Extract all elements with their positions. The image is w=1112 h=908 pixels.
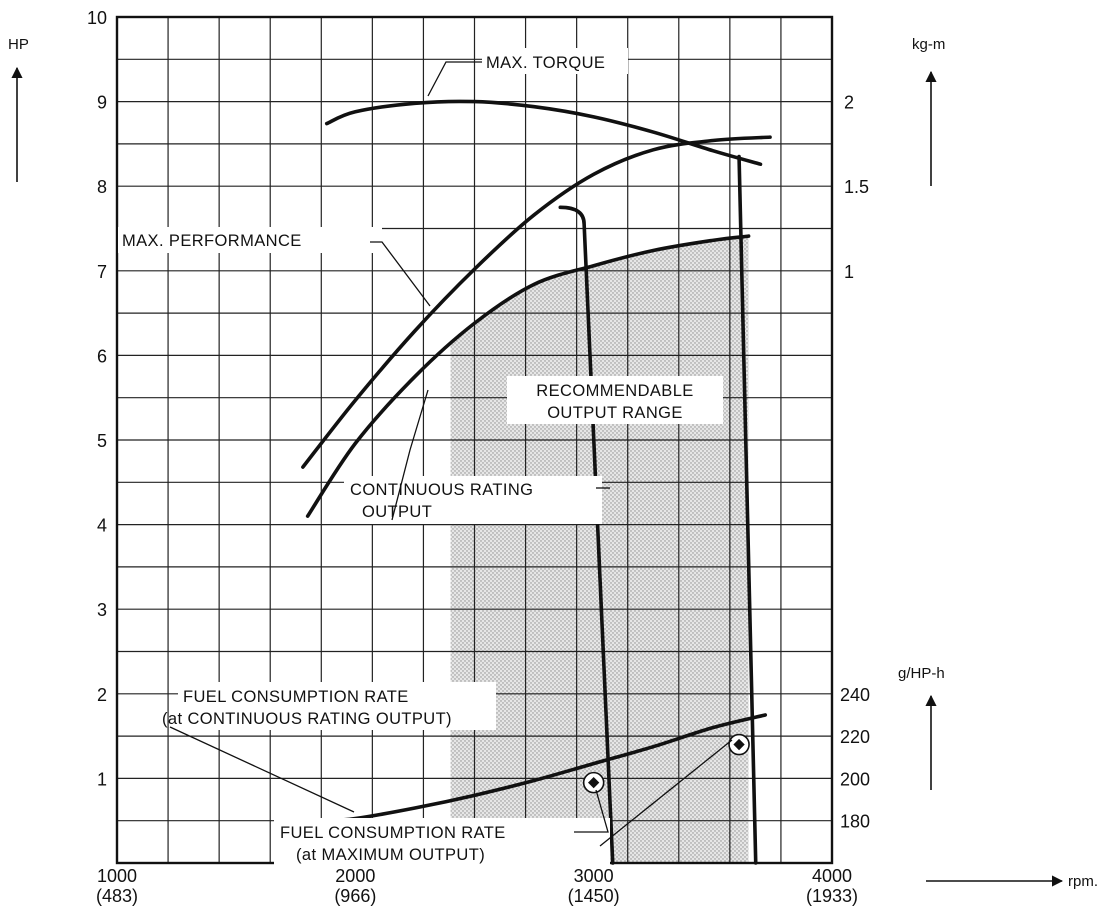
recommendable-label-line1: RECOMMENDABLE — [536, 382, 693, 400]
hp-tick-label: 10 — [87, 8, 107, 28]
fuel-continuous-label-line2: (at CONTINUOUS RATING OUTPUT) — [162, 710, 452, 728]
axis-units: HP kg-m g/HP-h rpm. — [8, 36, 1098, 890]
governor-line-3000 — [558, 205, 615, 865]
rpm-tick-label: 3000 — [574, 866, 614, 886]
annotations: MAX. TORQUE MAX. PERFORMANCE RECOMMENDAB… — [118, 48, 733, 866]
hp-tick-label: 6 — [97, 346, 107, 366]
continuous-rating-leader-2 — [391, 389, 429, 521]
series-group — [301, 99, 772, 865]
rpm-tick-label: 1000 — [97, 866, 137, 886]
max-performance-label: MAX. PERFORMANCE — [122, 232, 302, 250]
continuous-rating-label-line1: CONTINUOUS RATING — [350, 481, 533, 499]
fuel-tick-label: 240 — [840, 685, 870, 705]
fuel-max-label-line2: (at MAXIMUM OUTPUT) — [296, 846, 485, 864]
fuel-max-marker — [588, 776, 600, 789]
fuel-tick-label: 180 — [840, 812, 870, 832]
max-performance-leader — [370, 241, 431, 307]
fuel-consumption-rate-at-continuous-rating-output-curve — [324, 713, 768, 823]
max-torque-curve — [324, 99, 763, 167]
fuel-max-leader-right — [599, 739, 733, 847]
hp-tick-label: 9 — [97, 93, 107, 113]
rpm-sub-tick-label: (483) — [96, 886, 138, 906]
grid — [115, 15, 834, 865]
fuel-continuous-label-line1: FUEL CONSUMPTION RATE — [183, 688, 409, 706]
rpm-unit-label: rpm. — [1068, 873, 1098, 890]
hp-tick-label: 2 — [97, 685, 107, 705]
kgm-tick-label: 1.5 — [844, 177, 869, 197]
rpm-sub-tick-label: (1933) — [806, 886, 858, 906]
hp-tick-label: 7 — [97, 262, 107, 282]
fuel-unit-label: g/HP-h — [898, 665, 945, 682]
max-torque-leader — [427, 61, 482, 97]
kgm-tick-label: 1 — [844, 262, 854, 282]
recommendable-label-line2: OUTPUT RANGE — [547, 404, 683, 422]
rpm-tick-label: 2000 — [335, 866, 375, 886]
hp-tick-label: 3 — [97, 600, 107, 620]
hp-tick-label: 8 — [97, 177, 107, 197]
fuel-continuous-leader — [169, 726, 355, 813]
continuous-rating-output-curve — [305, 234, 751, 518]
hp-tick-label: 5 — [97, 431, 107, 451]
tick-labels: 1 2 3 4 5 6 7 8 9 10 1000(483) 2000(966) 3000(1450) 4… — [87, 8, 870, 906]
kgm-unit-label: kg-m — [912, 36, 945, 53]
rpm-sub-tick-label: (966) — [334, 886, 376, 906]
max-torque-label: MAX. TORQUE — [486, 54, 605, 72]
max-performance-curve — [301, 135, 772, 469]
rpm-tick-label: 4000 — [812, 866, 852, 886]
hp-tick-label: 4 — [97, 516, 107, 536]
rpm-sub-tick-label: (1450) — [568, 886, 620, 906]
governor-line-3600 — [737, 154, 758, 865]
fuel-max-label-line1: FUEL CONSUMPTION RATE — [280, 824, 506, 842]
fuel-max-marker — [733, 738, 745, 751]
fuel-tick-label: 220 — [840, 727, 870, 747]
kgm-tick-label: 2 — [844, 93, 854, 113]
continuous-rating-label-line2: OUTPUT — [362, 503, 432, 521]
fuel-tick-label: 200 — [840, 769, 870, 789]
hp-tick-label: 1 — [97, 769, 107, 789]
hp-unit-label: HP — [8, 36, 29, 53]
fuel-max-leader-left — [574, 789, 609, 833]
